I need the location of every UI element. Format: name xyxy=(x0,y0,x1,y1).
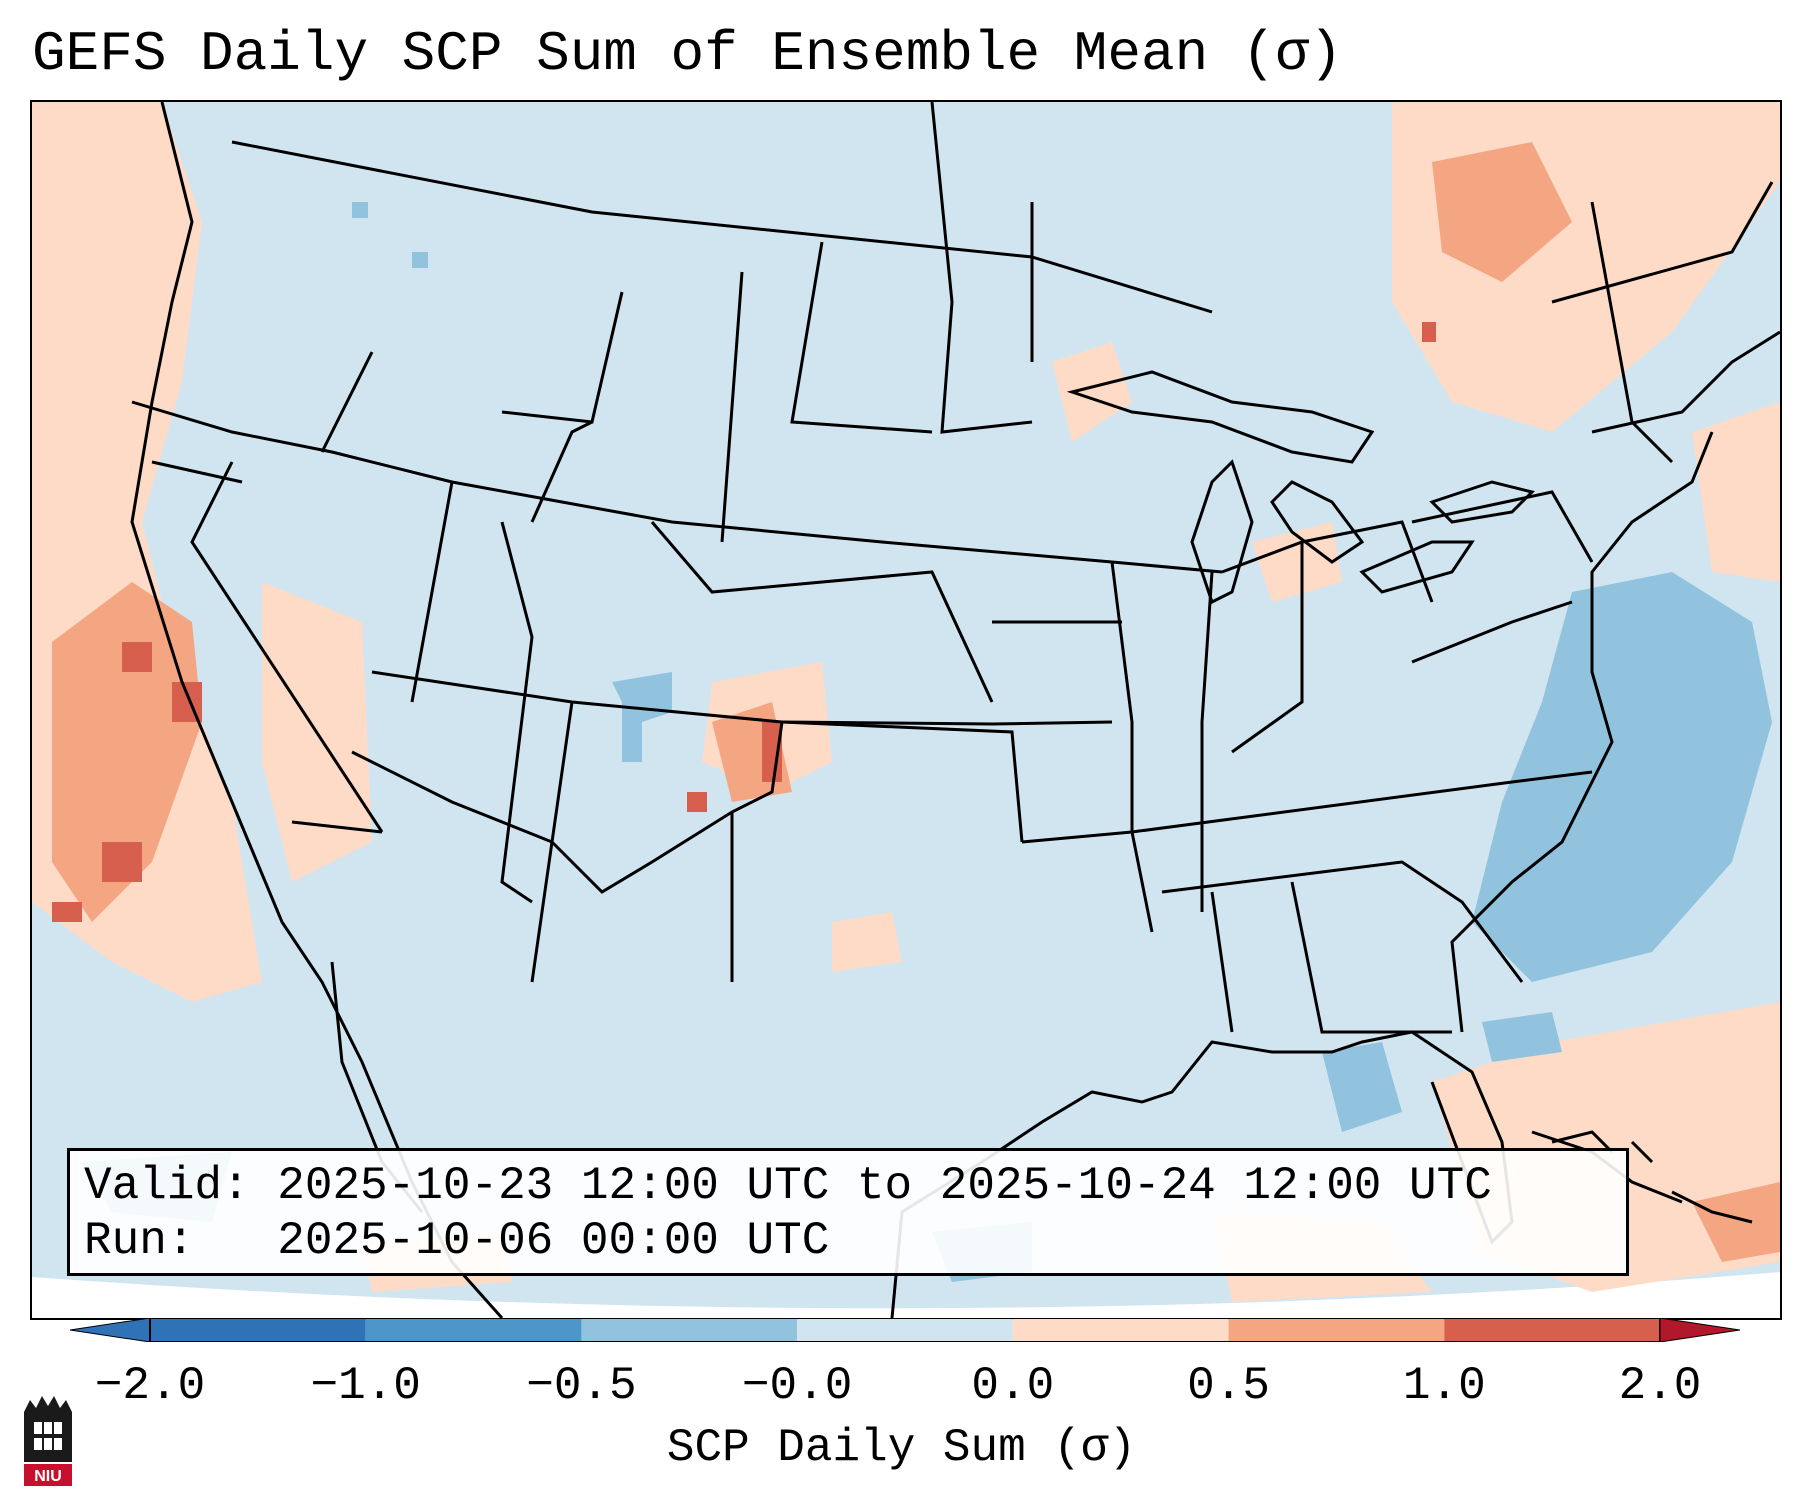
caribbean-islands xyxy=(1551,1130,1753,1224)
colorbar-segment xyxy=(1228,1318,1445,1342)
colorbar-tick-label: 0.5 xyxy=(1187,1360,1270,1412)
colorbar-segments xyxy=(149,1318,1661,1342)
moderate-anomaly-regions xyxy=(52,142,1780,1262)
colorbar xyxy=(70,1318,1740,1342)
map-canvas xyxy=(32,102,1780,1318)
colorbar-tick-label: 1.0 xyxy=(1402,1360,1486,1412)
colorbar-segment xyxy=(1444,1318,1660,1342)
valid-line: Valid: 2025-10-23 12:00 UTC to 2025-10-2… xyxy=(84,1160,1492,1212)
colorbar-extend-low xyxy=(70,1318,151,1342)
colorbar-tick-label: −0.5 xyxy=(526,1360,637,1412)
colorbar-tick-label: −2.0 xyxy=(94,1360,206,1412)
colorbar-extend-high xyxy=(1659,1318,1740,1342)
colorbar-label: SCP Daily Sum (σ) xyxy=(666,1422,1137,1474)
colorbar-tick-label: −1.0 xyxy=(310,1360,421,1412)
colorbar-segment xyxy=(797,1318,1013,1342)
colorbar-tick-label: 2.0 xyxy=(1618,1360,1702,1412)
colorbar-tick-label: 0.0 xyxy=(971,1360,1055,1412)
state-borders xyxy=(131,102,1780,1034)
great-lakes xyxy=(1066,370,1535,605)
valid-time-box: Valid: 2025-10-23 12:00 UTC to 2025-10-2… xyxy=(67,1148,1629,1276)
run-line: Run: 2025-10-06 00:00 UTC xyxy=(84,1215,830,1267)
colorbar-segment xyxy=(365,1318,582,1342)
niu-logo: NIU xyxy=(24,1396,72,1486)
colorbar-segment xyxy=(581,1318,798,1342)
chart-title: GEFS Daily SCP Sum of Ensemble Mean (σ) xyxy=(32,22,1343,86)
projection-edge xyxy=(32,1272,1780,1318)
logo-text: NIU xyxy=(34,1468,62,1485)
map-panel xyxy=(30,100,1782,1320)
colorbar-segment xyxy=(150,1318,366,1342)
colorbar-tick-label: −0.0 xyxy=(741,1360,853,1412)
colorbar-segment xyxy=(1012,1318,1229,1342)
